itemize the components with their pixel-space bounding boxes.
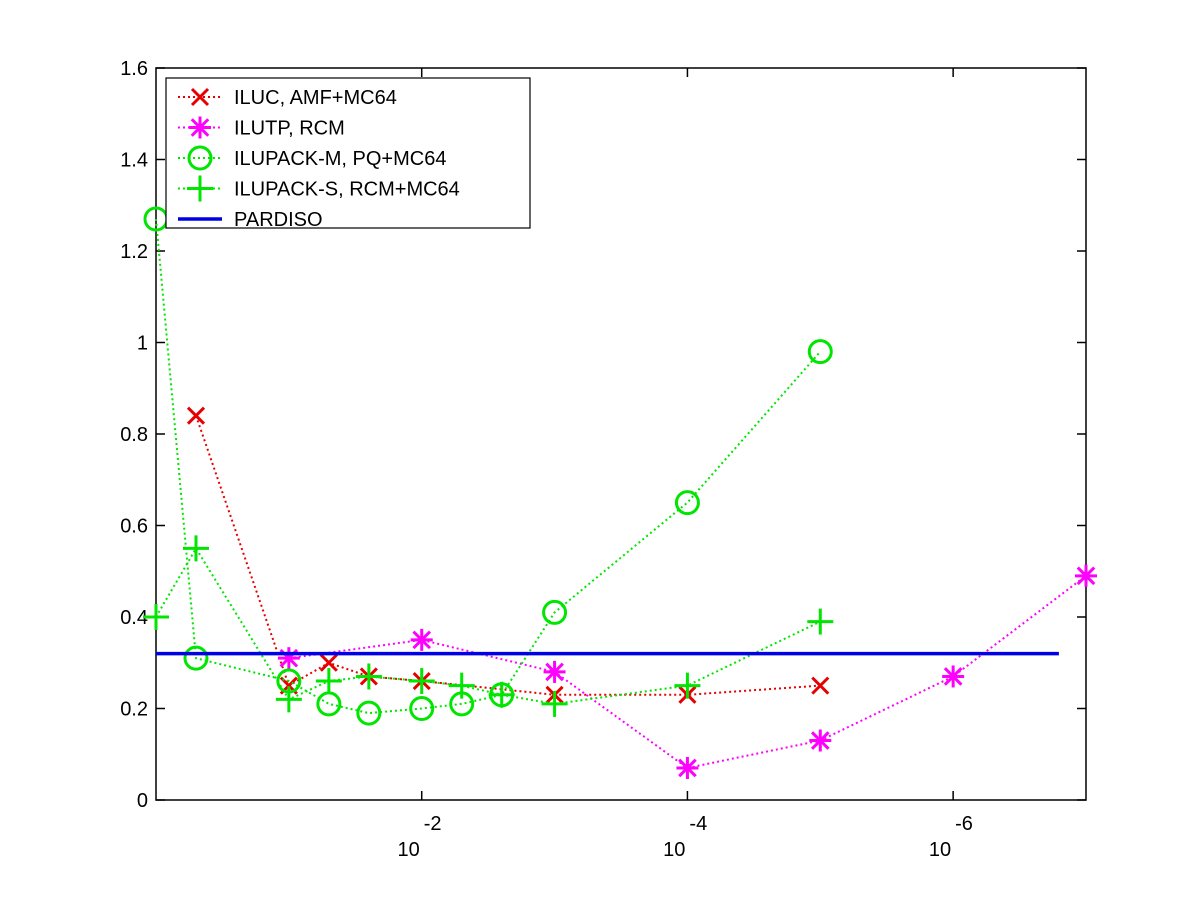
- x-tick-label-exponent: -6: [955, 813, 973, 835]
- y-tick-label: 1: [137, 333, 148, 355]
- y-tick-label: 0: [137, 790, 148, 812]
- legend-label: PARDISO: [234, 209, 323, 231]
- marker-plus: [674, 672, 701, 699]
- marker-circle: [183, 645, 209, 671]
- marker-circle: [356, 700, 382, 726]
- series-line: [155, 218, 822, 715]
- y-axis: 0 0.2 0.4 0.6 0.8 1 1.2 1.4 1.6: [120, 58, 1086, 812]
- marker-plus: [541, 690, 568, 717]
- marker-plus: [355, 663, 382, 690]
- marker-x: [186, 406, 206, 425]
- legend-item: ILUTP, RCM: [178, 116, 345, 140]
- y-tick-label: 0.8: [120, 424, 148, 446]
- marker-x: [190, 87, 210, 107]
- series-2: [277, 564, 1097, 779]
- marker-plus: [408, 668, 435, 695]
- marker-circle: [542, 599, 568, 625]
- x-tick-label-exponent: -4: [689, 813, 707, 835]
- x-tick-label-base: 10: [929, 839, 951, 861]
- legend-item: PARDISO: [178, 209, 323, 231]
- marker-asterisk: [189, 116, 211, 139]
- marker-plus: [807, 608, 834, 635]
- y-tick-label: 1.4: [120, 150, 148, 172]
- series-4: [143, 535, 834, 717]
- legend-label: ILUPACK-M, PQ+MC64: [234, 148, 446, 170]
- marker-x: [319, 653, 338, 672]
- x-tick-label-exponent: -2: [424, 813, 442, 835]
- y-tick-label: 0.4: [120, 607, 148, 629]
- marker-asterisk: [410, 628, 433, 651]
- x-tick-label-base: 10: [397, 839, 419, 861]
- legend-item: ILUPACK-S, RCM+MC64: [178, 175, 460, 202]
- marker-circle: [674, 490, 700, 516]
- x-tick-label-base: 10: [663, 839, 685, 861]
- legend-item: ILUC, AMF+MC64: [178, 87, 397, 109]
- marker-plus: [275, 686, 302, 713]
- marker-asterisk: [1075, 564, 1097, 587]
- marker-circle: [187, 145, 213, 171]
- x-axis: 10-210-410-6: [397, 68, 973, 861]
- marker-plus: [488, 681, 515, 708]
- legend-label: ILUPACK-S, RCM+MC64: [234, 179, 460, 201]
- marker-x: [811, 676, 830, 695]
- marker-asterisk: [809, 729, 832, 752]
- marker-plus: [143, 604, 169, 630]
- y-tick-label: 0.6: [120, 516, 148, 538]
- marker-circle: [807, 339, 833, 365]
- marker-plus: [448, 672, 475, 699]
- y-tick-label: 1.2: [120, 241, 148, 263]
- y-tick-label: 0.2: [120, 699, 148, 721]
- legend-box: [165, 77, 531, 229]
- legend-label: ILUTP, RCM: [234, 118, 345, 140]
- marker-plus: [182, 535, 209, 562]
- marker-asterisk: [942, 665, 965, 688]
- marker-asterisk: [676, 756, 699, 779]
- legend-label: ILUC, AMF+MC64: [234, 87, 397, 109]
- marker-plus: [315, 668, 342, 695]
- marker-asterisk: [277, 647, 300, 670]
- marker-circle: [409, 696, 435, 721]
- series-line: [195, 415, 821, 696]
- marker-plus: [187, 175, 213, 202]
- legend-item: ILUPACK-M, PQ+MC64: [178, 145, 446, 171]
- y-tick-label: 1.6: [120, 58, 148, 80]
- marker-asterisk: [543, 660, 566, 683]
- legend: ILUC, AMF+MC64 ILUTP, RCM ILUPACK-M, PQ+MC…: [165, 77, 531, 231]
- series-layer: [143, 206, 1097, 779]
